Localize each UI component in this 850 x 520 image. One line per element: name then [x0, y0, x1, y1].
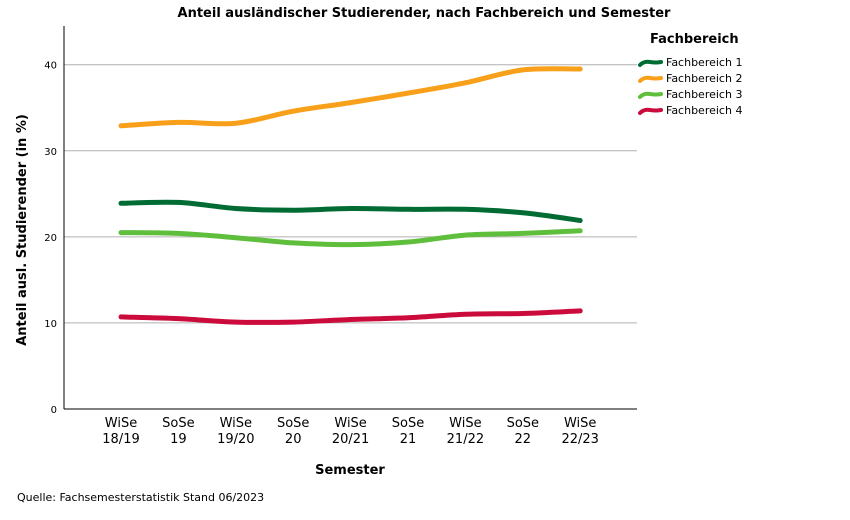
x-axis-title: Semester — [315, 463, 385, 478]
axes — [63, 26, 637, 410]
legend-swatch-fachbereich-1 — [638, 59, 663, 67]
series-line-fachbereich-2 — [118, 66, 583, 129]
legend-title: Fachbereich — [650, 32, 739, 47]
y-tick-label: 30 — [44, 147, 57, 158]
x-tick-label: WiSe 22/23 — [561, 416, 598, 447]
x-tick-label: WiSe 18/19 — [102, 416, 139, 447]
x-tick-label: WiSe 21/22 — [447, 416, 484, 447]
chart-title: Anteil ausländischer Studierender, nach … — [178, 6, 672, 21]
series-lines — [118, 66, 583, 325]
legend-label-fachbereich-1: Fachbereich 1 — [666, 56, 742, 69]
legend-swatch-fachbereich-4 — [638, 107, 663, 115]
gridlines — [64, 64, 637, 324]
legend-label-fachbereich-3: Fachbereich 3 — [666, 88, 742, 101]
legend: Fachbereich 1 Fachbereich 2 Fachbereich 3 F… — [638, 56, 742, 117]
source-footnote: Quelle: Fachsemesterstatistik Stand 06/2… — [17, 491, 264, 504]
legend-swatch-fachbereich-3 — [638, 91, 663, 99]
x-axis-ticks: WiSe 18/19 SoSe 19 WiSe 19/20 SoSe 20 WiSe 20/21 S… — [102, 416, 599, 447]
x-tick-label: SoSe 20 — [277, 416, 309, 447]
y-tick-label: 40 — [44, 61, 57, 72]
y-axis-title: Anteil ausl. Studierender (in %) — [15, 114, 30, 346]
series-line-fachbereich-4 — [118, 308, 583, 325]
y-tick-label: 20 — [44, 233, 57, 244]
legend-label-fachbereich-2: Fachbereich 2 — [666, 72, 742, 85]
legend-label-fachbereich-4: Fachbereich 4 — [666, 104, 742, 117]
x-tick-label: WiSe 19/20 — [217, 416, 254, 447]
x-tick-label: WiSe 20/21 — [332, 416, 369, 447]
series-line-fachbereich-1 — [118, 199, 583, 223]
x-tick-label: SoSe 19 — [162, 416, 194, 447]
y-axis-ticks: 0 10 20 30 40 — [44, 61, 57, 416]
legend-swatch-fachbereich-2 — [638, 75, 663, 83]
y-tick-label: 10 — [44, 319, 57, 330]
series-line-fachbereich-3 — [118, 228, 583, 248]
x-tick-label: SoSe 21 — [392, 416, 424, 447]
x-tick-label: SoSe 22 — [507, 416, 539, 447]
y-tick-label: 0 — [51, 405, 57, 416]
